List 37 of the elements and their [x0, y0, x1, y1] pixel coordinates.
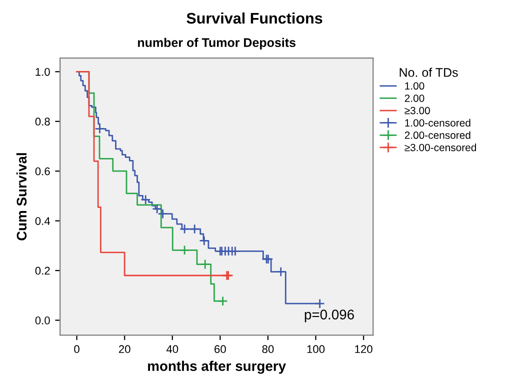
point — [158, 208, 168, 219]
point — [179, 224, 190, 234]
y-tick-label: 0.8 — [35, 118, 50, 126]
x-tick-label: 40 — [166, 345, 178, 354]
x-axis-title: months after surgery — [148, 360, 286, 374]
x-tick-label: 100 — [307, 345, 325, 354]
chart-subtitle: number of Tumor Deposits — [138, 38, 296, 50]
y-tick-label: 0.2 — [35, 266, 50, 275]
x-tick-label: 20 — [118, 345, 130, 354]
y-tick-label: 1.0 — [36, 68, 50, 76]
y-tick-label: 0.6 — [35, 167, 50, 176]
annotation: p=0.096 — [304, 310, 354, 322]
x-tick-label: 120 — [355, 345, 372, 354]
x-tick-label: 80 — [262, 345, 274, 354]
y-tick-label: 0.0 — [35, 316, 50, 324]
legend-label: 1.00 — [405, 82, 424, 90]
point — [179, 245, 190, 256]
legend-label: 1.00-censored — [405, 118, 470, 127]
legend-label: ≥3.00 — [404, 106, 430, 114]
point — [140, 194, 151, 205]
chart-title: Survival Functions — [186, 12, 322, 24]
point — [218, 296, 228, 306]
legend-label: 2.00 — [404, 94, 424, 102]
point — [200, 259, 210, 270]
legend-label: 2.00-censored — [404, 131, 470, 139]
y-axis-title: Cum Survival — [16, 153, 27, 240]
x-tick-label: 60 — [214, 345, 226, 354]
y-tick-label: 0.4 — [35, 217, 50, 225]
legend-label: ≥3.00-censored — [404, 144, 476, 152]
point — [152, 204, 162, 214]
point — [199, 236, 210, 246]
legend-title: No. of TDs — [400, 68, 458, 77]
point — [190, 224, 200, 234]
point — [94, 124, 105, 134]
x-tick-label: 0 — [74, 345, 80, 354]
point — [314, 298, 325, 309]
point — [276, 266, 286, 277]
